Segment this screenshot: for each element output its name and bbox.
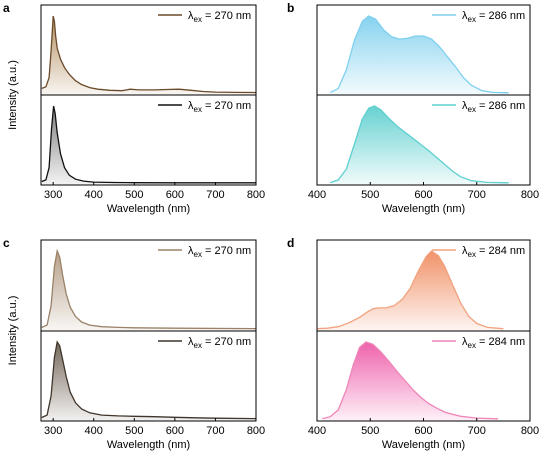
legend-value: = 284 nm: [476, 245, 525, 257]
y-axis-label: Intensity (a.u.): [7, 60, 19, 130]
legend-subscript: ex: [194, 105, 202, 114]
legend-lambda: λ: [188, 336, 194, 348]
x-tick-label: 700: [206, 189, 224, 201]
legend-text: λex = 270 nm: [188, 336, 251, 350]
series-area-c-0: [41, 251, 256, 331]
x-tick-label: 300: [44, 425, 62, 437]
legend-subscript: ex: [194, 250, 202, 259]
x-tick-label: 600: [414, 425, 432, 437]
x-tick-label: 300: [44, 189, 62, 201]
x-tick-label: 700: [468, 425, 486, 437]
legend-lambda: λ: [462, 10, 468, 22]
legend-text: λex = 270 nm: [188, 100, 251, 114]
x-tick-label: 500: [125, 425, 143, 437]
x-axis-label: Wavelength (nm): [382, 203, 465, 215]
legend-value: = 286 nm: [476, 10, 525, 22]
series-line-d-0: [316, 250, 504, 330]
legend-lambda: λ: [188, 245, 194, 257]
panel-letter: b: [287, 1, 294, 15]
x-tick-label: 400: [85, 189, 103, 201]
legend-value: = 270 nm: [202, 245, 251, 257]
x-tick-label: 800: [521, 425, 539, 437]
y-axis-label: Intensity (a.u.): [7, 296, 19, 366]
legend-text: λex = 284 nm: [462, 336, 525, 350]
panel-letter: d: [287, 236, 294, 250]
legend-subscript: ex: [468, 341, 476, 350]
panel-letter: c: [3, 236, 10, 250]
series-line-b-1: [330, 105, 509, 184]
x-tick-label: 800: [247, 189, 265, 201]
legend-value: = 270 nm: [202, 336, 251, 348]
legend-text: λex = 286 nm: [462, 100, 525, 114]
x-tick-label: 600: [414, 189, 432, 201]
series-area-b-1: [330, 106, 509, 185]
series-line-b-0: [329, 15, 509, 94]
x-tick-label: 800: [247, 425, 265, 437]
legend-value: = 270 nm: [202, 100, 251, 112]
x-tick-label: 400: [308, 189, 326, 201]
legend-value: = 284 nm: [476, 336, 525, 348]
series-line-c-0: [41, 248, 257, 330]
legend-text: λex = 286 nm: [462, 10, 525, 24]
legend-lambda: λ: [462, 336, 468, 348]
series-line-a-1: [41, 105, 256, 184]
x-axis-label: Wavelength (nm): [382, 439, 465, 451]
series-area-a-0: [41, 16, 256, 95]
x-tick-label: 600: [166, 189, 184, 201]
x-tick-label: 500: [125, 189, 143, 201]
series-area-d-1: [322, 342, 498, 421]
legend-subscript: ex: [468, 105, 476, 114]
legend-value: = 270 nm: [202, 10, 251, 22]
legend-subscript: ex: [468, 250, 476, 259]
panel-letter: a: [3, 1, 10, 15]
x-tick-label: 500: [361, 189, 379, 201]
legend-subscript: ex: [194, 15, 202, 24]
legend-text: λex = 270 nm: [188, 10, 251, 24]
x-tick-label: 500: [361, 425, 379, 437]
legend-text: λex = 270 nm: [188, 245, 251, 259]
series-area-d-0: [317, 251, 504, 331]
x-tick-label: 600: [166, 425, 184, 437]
x-axis-label: Wavelength (nm): [107, 203, 190, 215]
legend-lambda: λ: [462, 245, 468, 257]
series-line-c-1: [41, 340, 257, 420]
legend-lambda: λ: [462, 100, 468, 112]
legend-subscript: ex: [194, 341, 202, 350]
x-tick-label: 800: [521, 189, 539, 201]
series-area-a-1: [41, 106, 256, 185]
series-line-a-0: [41, 15, 257, 94]
x-tick-label: 700: [206, 425, 224, 437]
legend-lambda: λ: [188, 10, 194, 22]
series-line-d-1: [322, 341, 499, 420]
series-area-b-0: [330, 16, 509, 95]
legend-subscript: ex: [468, 15, 476, 24]
x-tick-label: 400: [308, 425, 326, 437]
series-area-c-1: [41, 342, 256, 421]
legend-lambda: λ: [188, 100, 194, 112]
x-tick-label: 700: [468, 189, 486, 201]
legend-value: = 286 nm: [476, 100, 525, 112]
legend-text: λex = 284 nm: [462, 245, 525, 259]
x-tick-label: 400: [85, 425, 103, 437]
x-axis-label: Wavelength (nm): [107, 439, 190, 451]
